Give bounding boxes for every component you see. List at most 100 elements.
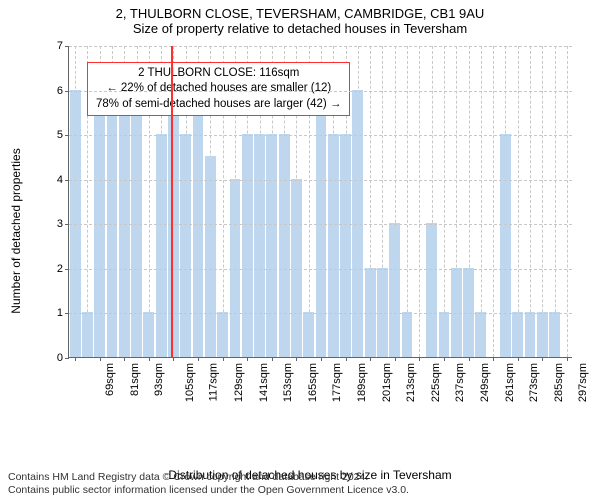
bar: [217, 312, 228, 357]
x-tick-label: 117sqm: [208, 363, 220, 401]
y-tick-mark: [65, 269, 69, 270]
plot-area: 2 THULBORN CLOSE: 116sqm ← 22% of detach…: [68, 46, 572, 358]
x-tick-label: 237sqm: [454, 363, 466, 402]
gridline-h: [69, 46, 572, 47]
info-line-3: 78% of semi-detached houses are larger (…: [96, 97, 341, 113]
bar: [70, 90, 81, 357]
bar: [254, 134, 265, 357]
bar: [266, 134, 277, 357]
bar: [303, 312, 314, 357]
bar: [365, 268, 376, 357]
marker-line: [171, 46, 173, 357]
bar: [94, 90, 105, 357]
y-tick-label: 1: [57, 307, 63, 319]
bar: [537, 312, 548, 357]
bar: [156, 134, 167, 357]
y-tick-label: 3: [57, 218, 63, 230]
y-tick-mark: [65, 180, 69, 181]
x-tick-mark: [370, 357, 371, 361]
bar: [107, 90, 118, 357]
x-tick-label: 81sqm: [129, 363, 141, 396]
bar: [549, 312, 560, 357]
gridline-h: [69, 313, 572, 314]
x-tick-mark: [321, 357, 322, 361]
x-tick-mark: [223, 357, 224, 361]
bar: [340, 134, 351, 357]
x-tick-mark: [419, 357, 420, 361]
y-tick-mark: [65, 135, 69, 136]
bar: [168, 90, 179, 357]
bar: [475, 312, 486, 357]
gridline-h: [69, 224, 572, 225]
x-tick-label: 141sqm: [258, 363, 270, 402]
footer: Contains HM Land Registry data © Crown c…: [0, 471, 600, 498]
y-tick-mark: [65, 358, 69, 359]
x-tick-mark: [272, 357, 273, 361]
bar: [352, 90, 363, 357]
gridline-h: [69, 269, 572, 270]
bar: [512, 312, 523, 357]
info-line-1: 2 THULBORN CLOSE: 116sqm: [96, 66, 341, 82]
y-tick-label: 0: [57, 352, 63, 364]
x-tick-label: 189sqm: [356, 363, 368, 402]
y-tick-label: 7: [57, 40, 63, 52]
gridline-h: [69, 135, 572, 136]
bar: [279, 134, 290, 357]
x-tick-mark: [346, 357, 347, 361]
bar: [525, 312, 536, 357]
x-tick-mark: [149, 357, 150, 361]
x-tick-label: 93sqm: [153, 363, 165, 396]
x-tick-mark: [493, 357, 494, 361]
x-tick-label: 285sqm: [553, 363, 565, 402]
bar: [389, 223, 400, 357]
chart-area: Number of detached properties 2 THULBORN…: [40, 46, 580, 416]
bar: [451, 268, 462, 357]
x-tick-mark: [124, 357, 125, 361]
page-title: 2, THULBORN CLOSE, TEVERSHAM, CAMBRIDGE,…: [0, 0, 600, 21]
y-tick-mark: [65, 313, 69, 314]
x-tick-mark: [247, 357, 248, 361]
y-tick-mark: [65, 224, 69, 225]
y-tick-label: 2: [57, 263, 63, 275]
footer-line-2: Contains public sector information licen…: [8, 484, 600, 498]
x-tick-label: 261sqm: [504, 363, 516, 402]
x-tick-label: 153sqm: [282, 363, 294, 402]
x-tick-mark: [567, 357, 568, 361]
y-tick-label: 5: [57, 129, 63, 141]
y-tick-mark: [65, 91, 69, 92]
x-tick-mark: [469, 357, 470, 361]
x-tick-label: 225sqm: [430, 363, 442, 402]
page-subtitle: Size of property relative to detached ho…: [0, 21, 600, 40]
bar: [82, 312, 93, 357]
bar: [143, 312, 154, 357]
x-tick-mark: [395, 357, 396, 361]
bar: [180, 134, 191, 357]
marker-info-box: 2 THULBORN CLOSE: 116sqm ← 22% of detach…: [87, 62, 350, 117]
footer-line-1: Contains HM Land Registry data © Crown c…: [8, 471, 600, 485]
x-tick-mark: [173, 357, 174, 361]
x-tick-label: 177sqm: [332, 363, 344, 402]
info-line-2: ← 22% of detached houses are smaller (12…: [96, 81, 341, 97]
x-tick-label: 249sqm: [479, 363, 491, 402]
bar: [439, 312, 450, 357]
y-tick-mark: [65, 46, 69, 47]
y-axis-label: Number of detached properties: [9, 148, 23, 313]
bar: [328, 134, 339, 357]
x-tick-label: 273sqm: [528, 363, 540, 402]
bar: [463, 268, 474, 357]
x-tick-mark: [518, 357, 519, 361]
bar: [500, 134, 511, 357]
x-tick-label: 165sqm: [307, 363, 319, 402]
x-tick-label: 69sqm: [104, 363, 116, 396]
bar: [377, 268, 388, 357]
x-tick-mark: [100, 357, 101, 361]
bar: [316, 90, 327, 357]
bar: [131, 90, 142, 357]
bar: [119, 90, 130, 357]
x-tick-label: 201sqm: [381, 363, 393, 402]
bar: [426, 223, 437, 357]
bar: [242, 134, 253, 357]
x-tick-mark: [542, 357, 543, 361]
y-tick-label: 4: [57, 174, 63, 186]
gridline-h: [69, 91, 572, 92]
